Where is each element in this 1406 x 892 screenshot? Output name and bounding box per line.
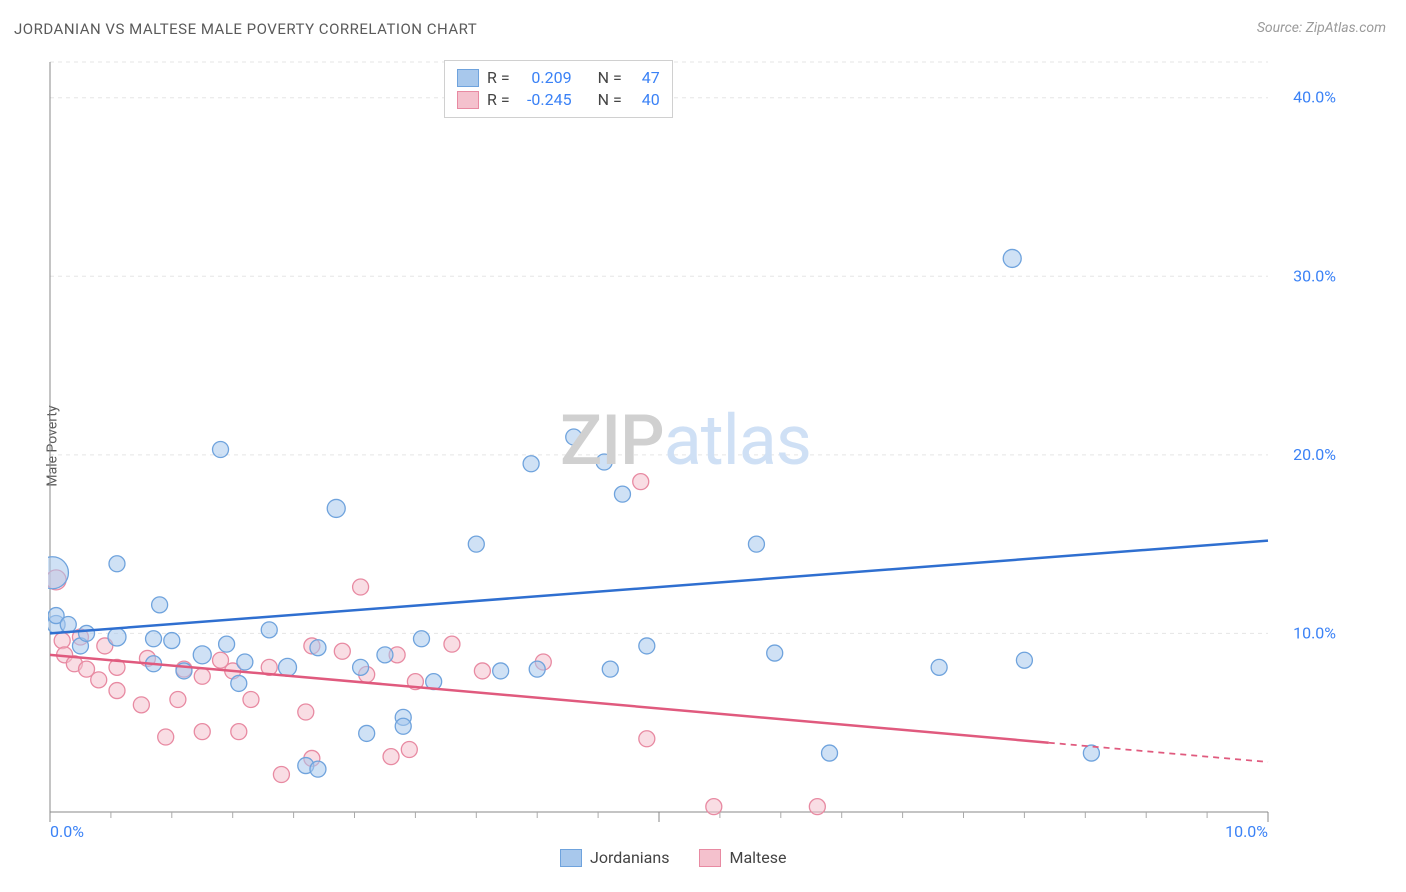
swatch-jordanians — [457, 69, 479, 87]
svg-text:10.0%: 10.0% — [1293, 623, 1336, 642]
legend-stats-row-maltese: R = -0.245 N = 40 — [457, 89, 660, 111]
n-label: N = — [598, 67, 622, 89]
svg-text:40.0%: 40.0% — [1293, 88, 1336, 107]
x-axis-tick-label: 0.0% — [50, 822, 84, 841]
n-label: N = — [598, 89, 622, 111]
legend-stats: R = 0.209 N = 47 R = -0.245 N = 40 — [444, 60, 673, 118]
swatch-maltese — [699, 849, 721, 867]
swatch-maltese — [457, 91, 479, 109]
chart-title: JORDANIAN VS MALTESE MALE POVERTY CORREL… — [14, 20, 477, 38]
legend-item-jordanians: Jordanians — [560, 848, 669, 867]
svg-text:30.0%: 30.0% — [1293, 266, 1336, 285]
legend-label: Jordanians — [590, 848, 669, 867]
r-label: R = — [487, 67, 510, 89]
r-value: 0.209 — [518, 67, 572, 89]
n-value: 40 — [630, 89, 660, 111]
legend-label: Maltese — [729, 848, 786, 867]
x-axis-tick-label: 10.0% — [1218, 822, 1268, 841]
legend-stats-row-jordanians: R = 0.209 N = 47 — [457, 67, 660, 89]
chart-source: Source: ZipAtlas.com — [1257, 20, 1386, 36]
r-value: -0.245 — [518, 89, 572, 111]
legend-series: Jordanians Maltese — [560, 848, 787, 867]
scatter-plot: 10.0% 20.0% 30.0% 40.0% — [48, 52, 1338, 832]
legend-item-maltese: Maltese — [699, 848, 786, 867]
swatch-jordanians — [560, 849, 582, 867]
r-label: R = — [487, 89, 510, 111]
svg-text:20.0%: 20.0% — [1293, 445, 1336, 464]
n-value: 47 — [630, 67, 660, 89]
